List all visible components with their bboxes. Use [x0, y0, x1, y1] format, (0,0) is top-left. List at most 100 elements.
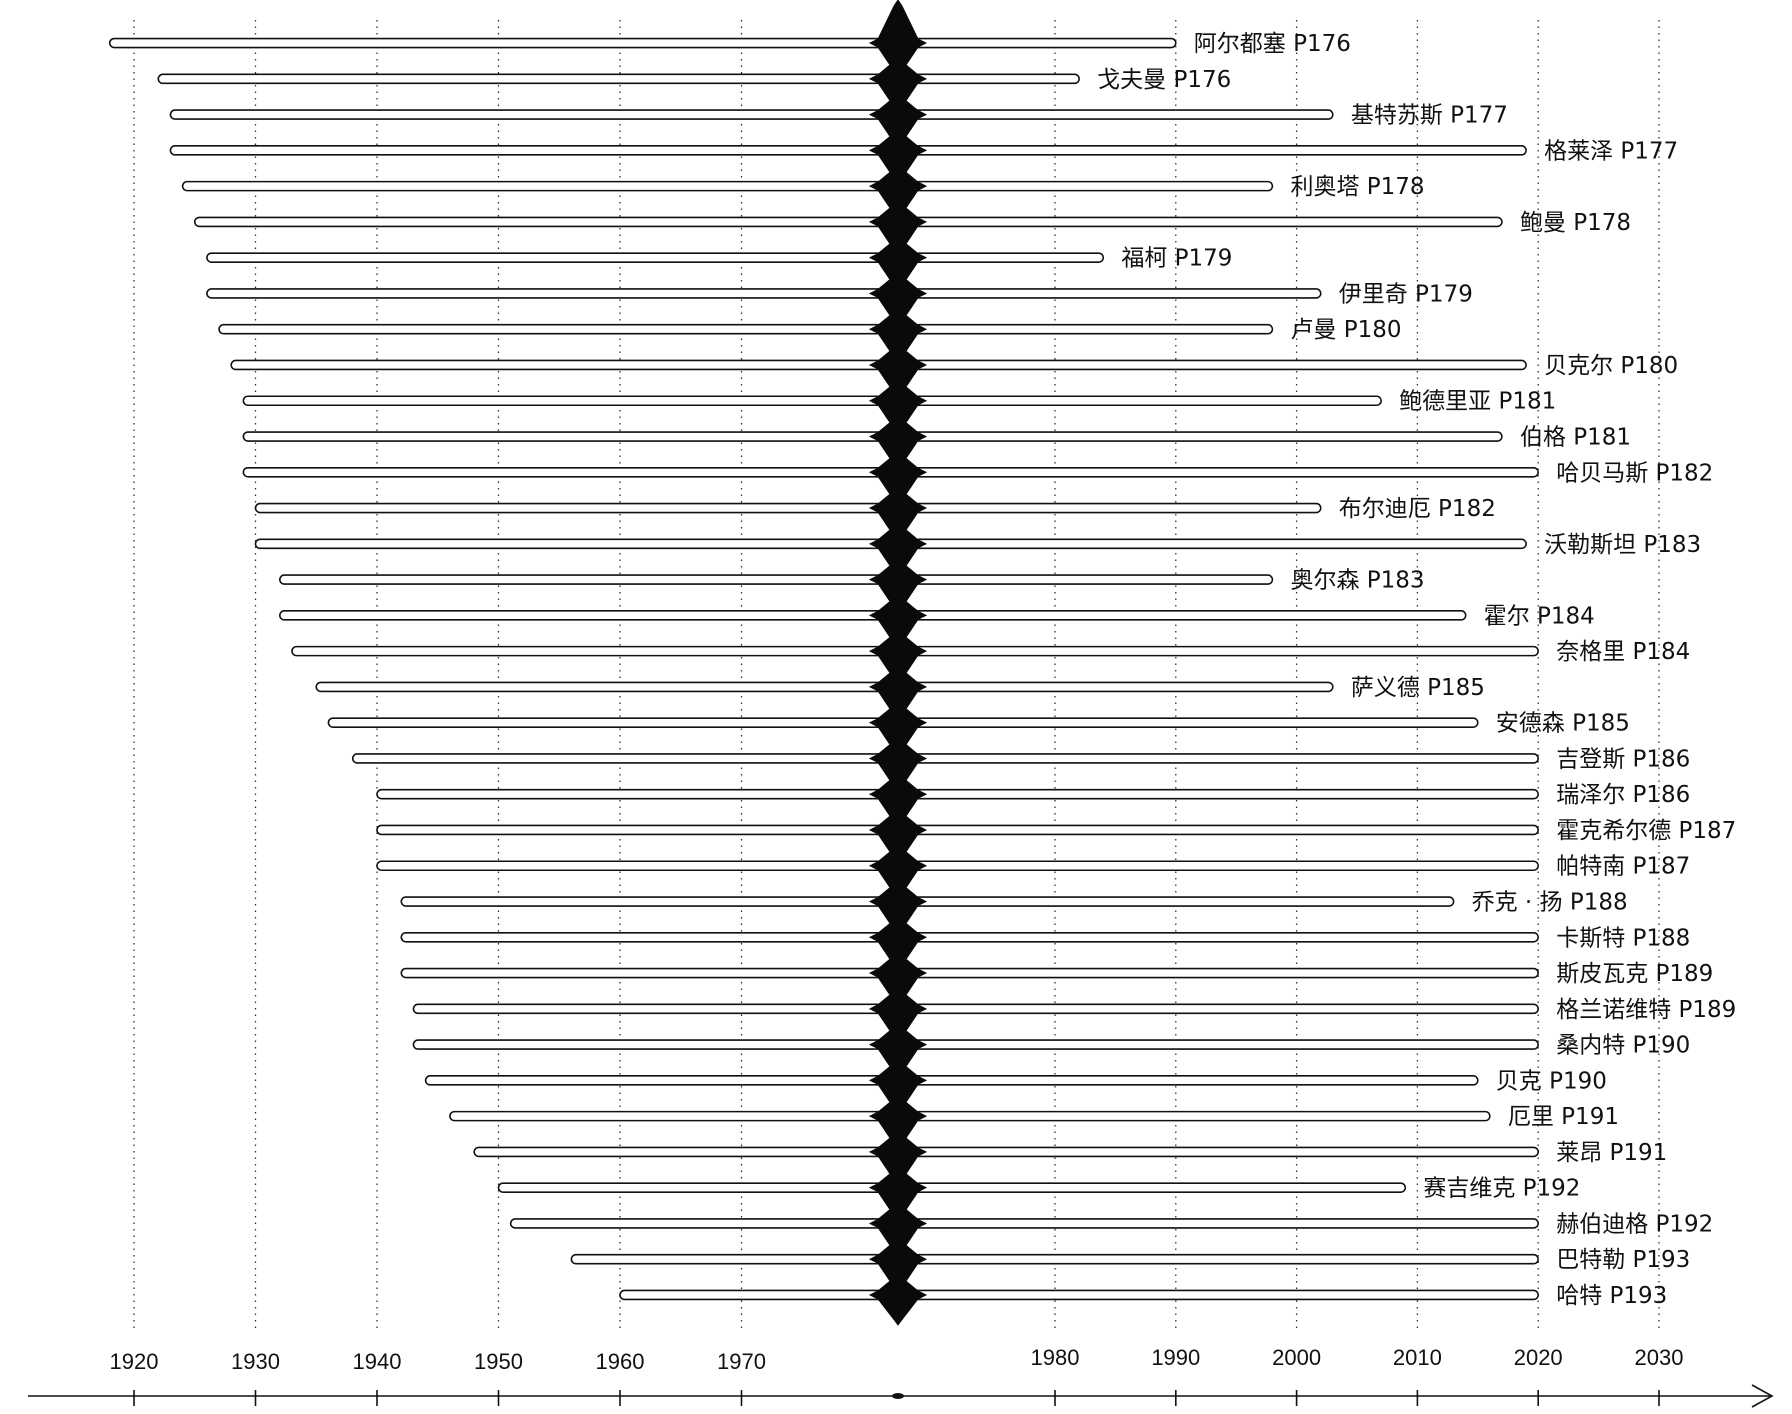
tick-label: 2030 — [1635, 1345, 1684, 1370]
name-label: 赛吉维克 P192 — [1423, 1176, 1580, 1202]
x-axis: 1920 1930 1940 1950 1960 1970 1980 1990 2000 2010… — [28, 1345, 1774, 1408]
bar-right — [887, 610, 1467, 621]
name-label: 萨义德 P185 — [1351, 675, 1485, 701]
bar-right — [887, 717, 1479, 728]
bar-right — [887, 1218, 1540, 1229]
bar-left — [291, 645, 899, 657]
bar-left — [169, 145, 899, 156]
name-label: 伊里奇 P179 — [1339, 281, 1473, 307]
bar-left — [108, 37, 899, 49]
bar-right — [887, 645, 1540, 657]
tick-label: 2000 — [1272, 1345, 1321, 1370]
name-label: 布尔迪厄 P182 — [1339, 496, 1496, 522]
name-label: 贝克尔 P180 — [1544, 353, 1678, 379]
bar-right — [887, 538, 1527, 550]
name-label: 奥尔森 P183 — [1290, 568, 1424, 594]
bar-left — [509, 1218, 899, 1229]
bar-right — [887, 502, 1322, 514]
name-label: 霍克希尔德 P187 — [1556, 818, 1736, 844]
tick-label: 1940 — [353, 1349, 402, 1374]
name-label: 沃勒斯坦 P183 — [1544, 532, 1701, 558]
bar-right — [887, 288, 1322, 299]
bar-left — [570, 1253, 899, 1265]
bar-right — [887, 216, 1503, 228]
name-label: 奈格里 P184 — [1556, 639, 1690, 665]
tick-label: 1980 — [1031, 1345, 1080, 1370]
bar-left — [278, 610, 899, 621]
spine-shape — [868, 0, 928, 1326]
bar-left — [193, 216, 899, 228]
name-label: 吉登斯 P186 — [1556, 746, 1690, 772]
bar-right — [887, 466, 1540, 478]
bar-left — [254, 538, 899, 550]
bar-right — [887, 824, 1540, 836]
name-label: 贝克 P190 — [1496, 1068, 1607, 1094]
tick-label: 1960 — [596, 1349, 645, 1374]
axis-center-mark — [892, 1393, 904, 1399]
name-label: 鲍曼 P178 — [1520, 210, 1631, 236]
bar-right — [887, 681, 1334, 693]
bar-right — [887, 323, 1274, 335]
name-label: 伯格 P181 — [1520, 425, 1631, 451]
bar-right — [887, 109, 1334, 120]
bar-left — [400, 967, 899, 979]
bar-left — [412, 1039, 899, 1050]
bar-left — [412, 1003, 899, 1015]
bar-right — [887, 1289, 1540, 1301]
bar-left — [230, 359, 899, 371]
bar-left — [218, 323, 899, 335]
name-label: 阿尔都塞 P176 — [1194, 31, 1351, 57]
bar-right — [887, 180, 1274, 192]
bar-right — [887, 395, 1382, 407]
bar-left — [254, 502, 899, 514]
name-label: 利奥塔 P178 — [1290, 174, 1424, 200]
name-label: 乔克 · 扬 P188 — [1472, 890, 1628, 916]
tick-label: 1920 — [110, 1349, 159, 1374]
name-label: 哈特 P193 — [1556, 1283, 1667, 1309]
name-label: 卡斯特 P188 — [1556, 925, 1690, 951]
bar-right — [887, 931, 1540, 943]
bar-right — [887, 37, 1177, 49]
bar-left — [206, 252, 899, 263]
bars-layer — [108, 37, 1540, 1301]
bar-left — [242, 395, 899, 407]
name-label: 哈贝马斯 P182 — [1556, 460, 1713, 486]
tick-label: 1970 — [717, 1349, 766, 1374]
bar-right — [887, 1182, 1407, 1193]
axis-arrow — [1751, 1384, 1774, 1408]
bar-right — [887, 1253, 1540, 1265]
name-label: 基特苏斯 P177 — [1351, 103, 1508, 129]
bar-left — [315, 681, 899, 693]
tick-label: 1990 — [1151, 1345, 1200, 1370]
bar-left — [206, 288, 899, 299]
bar-right — [887, 1075, 1479, 1086]
bar-left — [278, 574, 899, 585]
name-label: 霍尔 P184 — [1484, 603, 1595, 629]
bar-left — [169, 109, 899, 120]
name-label: 安德森 P185 — [1496, 711, 1630, 737]
bar-left — [449, 1110, 899, 1122]
bar-left — [376, 860, 899, 872]
bar-right — [887, 145, 1527, 156]
name-label: 鲍德里亚 P181 — [1399, 389, 1556, 415]
bar-left — [400, 931, 899, 943]
bar-right — [887, 860, 1540, 872]
bar-left — [424, 1075, 899, 1086]
tick-label: 1950 — [474, 1349, 523, 1374]
bar-left — [400, 896, 899, 907]
bar-left — [327, 717, 899, 728]
name-label: 卢曼 P180 — [1290, 317, 1401, 343]
name-label: 福柯 P179 — [1121, 246, 1232, 272]
bar-right — [887, 1039, 1540, 1050]
bar-right — [887, 1003, 1540, 1015]
bar-left — [376, 788, 899, 800]
name-label: 巴特勒 P193 — [1556, 1247, 1690, 1273]
name-label: 赫伯迪格 P192 — [1556, 1211, 1713, 1237]
name-labels: 阿尔都塞 P176 戈夫曼 P176 基特苏斯 P177 格莱泽 P177 利奥塔 P1… — [1097, 31, 1736, 1309]
bar-left — [242, 431, 899, 442]
name-label: 莱昂 P191 — [1556, 1140, 1667, 1166]
tick-label: 1930 — [231, 1349, 280, 1374]
bar-right — [887, 359, 1527, 371]
bar-right — [887, 431, 1503, 442]
